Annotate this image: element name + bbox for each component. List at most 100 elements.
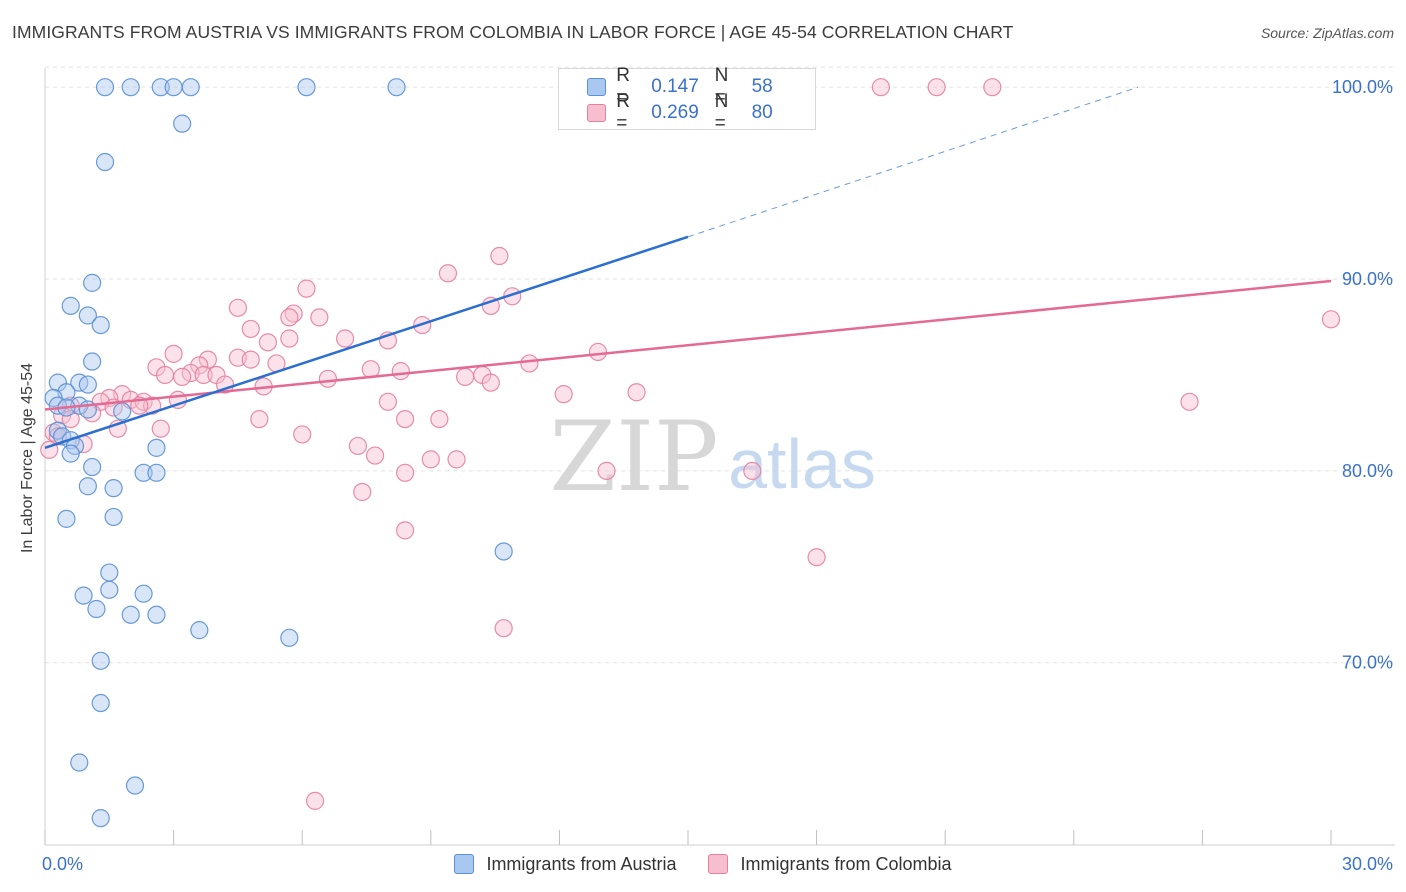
colombia-point bbox=[293, 425, 312, 444]
colombia-point bbox=[353, 482, 372, 502]
y-tick-label: 90.0% bbox=[1342, 269, 1393, 289]
austria-point bbox=[74, 586, 93, 605]
legend-row-austria: R = 0.147 N = 58 bbox=[559, 65, 815, 108]
austria-point bbox=[70, 753, 89, 772]
colombia-trend-line bbox=[44, 279, 1332, 411]
chart-title: IMMIGRANTS FROM AUSTRIA VS IMMIGRANTS FR… bbox=[12, 22, 1014, 42]
austria-point bbox=[95, 152, 115, 172]
colombia-point bbox=[1180, 392, 1199, 411]
austria-point bbox=[83, 352, 102, 371]
colombia-point bbox=[348, 436, 368, 456]
colombia-point bbox=[151, 419, 170, 438]
colombia-point bbox=[807, 548, 826, 567]
austria-point bbox=[100, 563, 119, 582]
n-label: N = bbox=[714, 65, 729, 108]
colombia-point bbox=[490, 246, 509, 266]
austria-r-value: 0.147 bbox=[651, 76, 699, 97]
austria-point bbox=[95, 78, 115, 97]
austria-point bbox=[125, 776, 145, 795]
colombia-point bbox=[173, 367, 192, 386]
colombia-point bbox=[597, 461, 616, 480]
colombia-legend-label: Immigrants from Colombia bbox=[740, 853, 952, 874]
austria-point bbox=[87, 599, 106, 619]
r-label: R = bbox=[616, 65, 631, 108]
austria-point bbox=[181, 78, 200, 97]
colombia-point bbox=[421, 450, 440, 469]
colombia-point bbox=[280, 308, 299, 327]
austria-n-value: 58 bbox=[751, 76, 773, 97]
colombia-point bbox=[143, 396, 162, 415]
colombia-point bbox=[438, 264, 458, 283]
colombia-point bbox=[365, 446, 385, 465]
trend-lines bbox=[44, 86, 1332, 450]
colombia-point bbox=[241, 350, 260, 369]
colombia-point bbox=[447, 450, 466, 469]
austria-point bbox=[147, 463, 166, 482]
colombia-point bbox=[588, 342, 608, 362]
colombia-point bbox=[430, 409, 449, 429]
colombia-point bbox=[215, 375, 235, 394]
colombia-point bbox=[627, 383, 646, 402]
austria-point bbox=[164, 78, 183, 97]
austria-point bbox=[100, 580, 119, 599]
series-legend: Immigrants from Austria Immigrants from … bbox=[0, 852, 1406, 876]
austria-point bbox=[147, 605, 166, 624]
tick-labels: 70.0% 80.0% 90.0% 100.0% 0.0% 30.0% bbox=[42, 77, 1393, 874]
n-label: N = bbox=[714, 91, 729, 134]
legend-row-colombia: R = 0.269 N = 80 bbox=[559, 91, 815, 134]
colombia-point bbox=[378, 392, 398, 411]
colombia-point bbox=[335, 329, 355, 348]
austria-point bbox=[147, 438, 166, 457]
colombia-point bbox=[395, 463, 415, 482]
austria-point bbox=[91, 315, 110, 335]
stats-legend: R = 0.147 N = 58 R = 0.269 N = 80 bbox=[558, 65, 816, 134]
austria-point bbox=[134, 463, 153, 482]
colombia-point bbox=[554, 385, 573, 404]
colombia-point bbox=[481, 373, 500, 392]
colombia-point bbox=[318, 369, 338, 388]
austria-point bbox=[121, 605, 140, 624]
austria-legend-swatch bbox=[454, 854, 475, 874]
austria-point bbox=[494, 542, 513, 561]
austria-trend-extension bbox=[687, 86, 1139, 238]
austria-point bbox=[280, 628, 299, 647]
x-tick-label-min: 0.0% bbox=[42, 854, 83, 874]
austria-point bbox=[83, 273, 102, 292]
colombia-point bbox=[391, 362, 410, 381]
austria-legend-label: Immigrants from Austria bbox=[486, 853, 677, 874]
austria-point bbox=[387, 78, 406, 97]
colombia-points bbox=[40, 78, 1341, 810]
colombia-point bbox=[258, 333, 278, 352]
colombia-point bbox=[927, 78, 946, 97]
colombia-point bbox=[520, 354, 539, 373]
watermark-atlas: atlas bbox=[728, 425, 876, 503]
austria-point bbox=[91, 809, 110, 828]
y-tick-label: 70.0% bbox=[1342, 653, 1393, 673]
austria-point bbox=[190, 621, 209, 640]
y-axis-label: In Labor Force | Age 45-54 bbox=[19, 362, 36, 554]
austria-point bbox=[78, 306, 97, 325]
colombia-point bbox=[455, 367, 475, 386]
austria-trend-line bbox=[44, 235, 689, 450]
austria-swatch bbox=[587, 78, 607, 96]
colombia-point bbox=[395, 521, 415, 540]
austria-point bbox=[78, 477, 97, 496]
colombia-point bbox=[310, 308, 329, 327]
colombia-point bbox=[155, 365, 175, 385]
colombia-r-value: 0.269 bbox=[651, 102, 699, 123]
austria-point bbox=[91, 693, 110, 713]
colombia-point bbox=[305, 791, 325, 810]
r-label: R = bbox=[616, 91, 631, 134]
austria-point bbox=[151, 78, 170, 97]
legend-item-austria[interactable]: Immigrants from Austria bbox=[454, 854, 676, 875]
austria-point bbox=[91, 651, 110, 670]
austria-point bbox=[121, 78, 140, 97]
austria-point bbox=[113, 402, 132, 421]
colombia-swatch bbox=[587, 104, 607, 122]
austria-point bbox=[57, 509, 76, 528]
colombia-point bbox=[250, 409, 269, 429]
legend-item-colombia[interactable]: Immigrants from Colombia bbox=[708, 853, 952, 875]
austria-point bbox=[173, 114, 192, 133]
austria-point bbox=[134, 584, 153, 603]
